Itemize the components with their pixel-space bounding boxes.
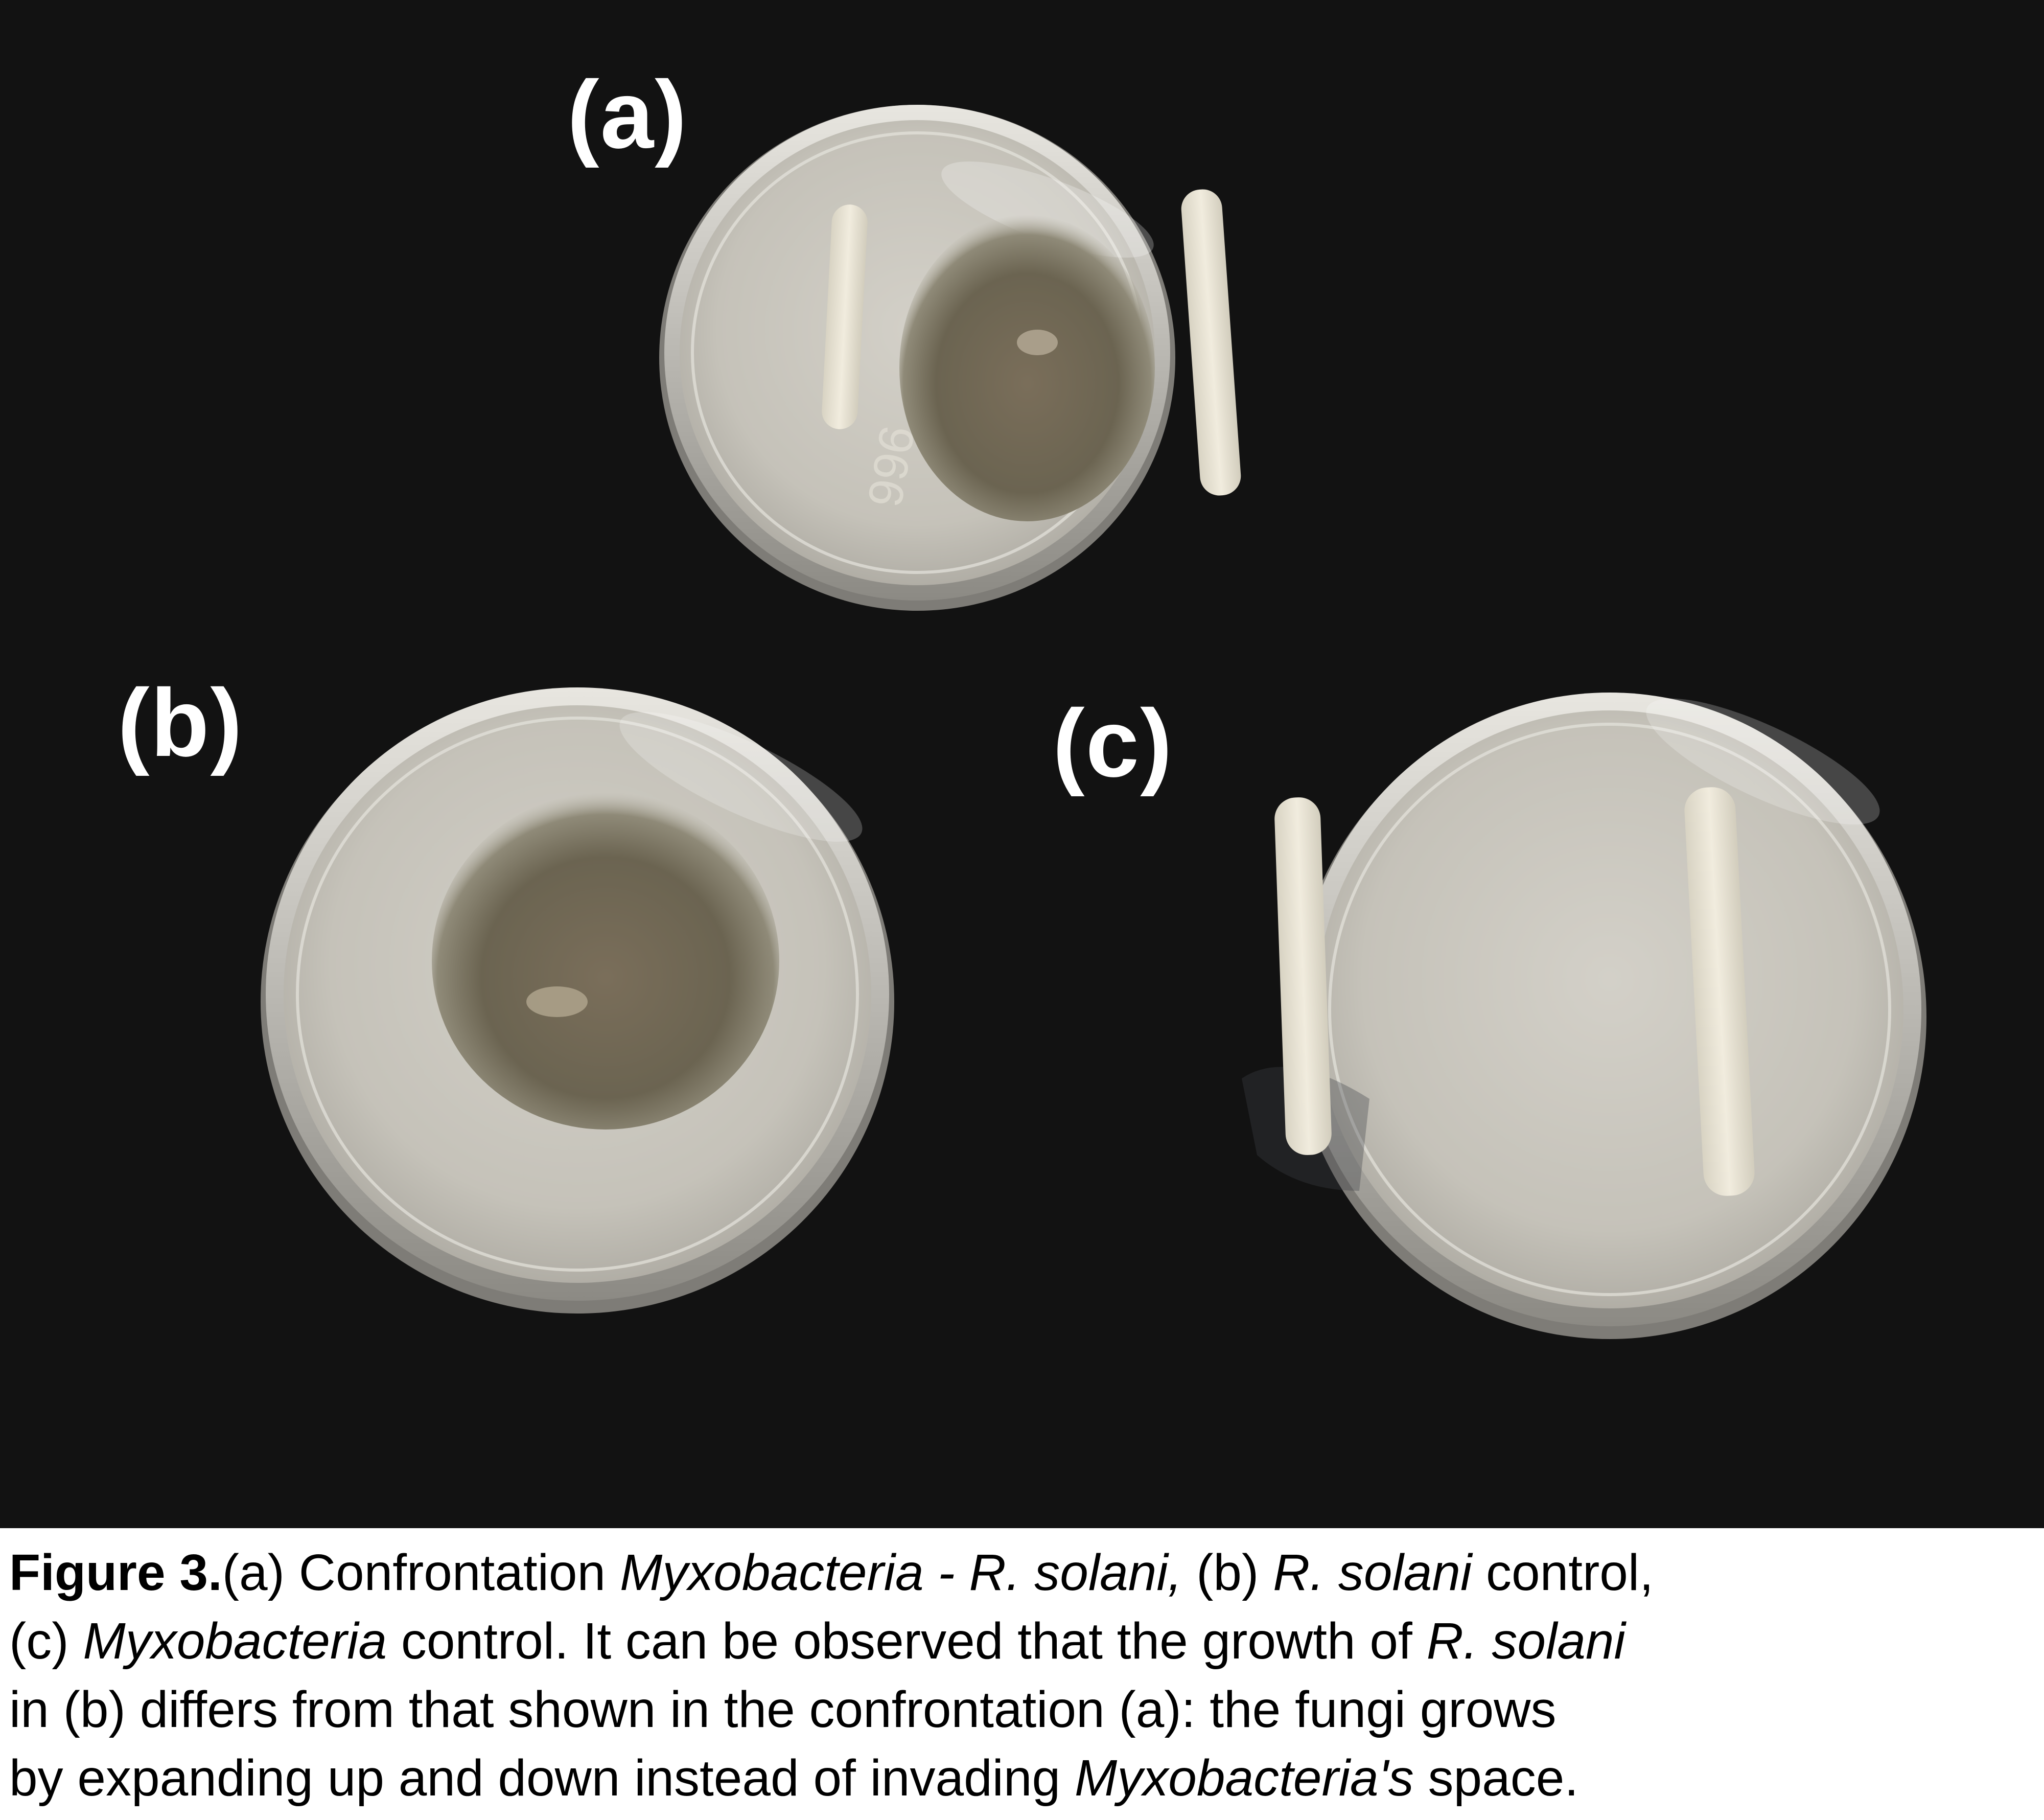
bacteria-streak-c-left bbox=[1274, 797, 1332, 1155]
caption-line-2: (c) Myxobacteria control. It can be obse… bbox=[9, 1607, 2038, 1675]
fungus-colony-a bbox=[899, 215, 1155, 521]
petri-dish-c bbox=[1242, 693, 1926, 1339]
caption-italic: Myxobacteria - R. solani, bbox=[619, 1544, 1182, 1601]
bacteria-streak-c-right bbox=[1684, 787, 1755, 1196]
bacteria-streak-a-right bbox=[1181, 189, 1241, 496]
fungus-colony-b bbox=[432, 792, 779, 1130]
caption-text: by expanding up and down instead of inva… bbox=[9, 1749, 1075, 1807]
petri-dishes-illustration: 966 bbox=[261, 105, 1926, 1339]
caption-text: (c) bbox=[9, 1612, 83, 1670]
caption-text: control, bbox=[1472, 1544, 1654, 1601]
petri-dish-b bbox=[261, 687, 894, 1314]
panel-label-b: (b) bbox=[118, 669, 244, 776]
caption-text: control. It can be observed that the gro… bbox=[387, 1612, 1427, 1670]
petri-dish-a: 966 bbox=[659, 105, 1241, 611]
caption-text: (a) Confrontation bbox=[222, 1544, 620, 1601]
petri-dish-photo: 966 (a) (b) (c) bbox=[0, 0, 2044, 1528]
caption-italic: R. solani bbox=[1426, 1612, 1625, 1670]
caption-line-1: Figure 3.(a) Confrontation Myxobacteria … bbox=[9, 1538, 2038, 1607]
caption-line-3: in (b) differs from that shown in the co… bbox=[9, 1681, 1557, 1738]
caption-italic: Myxobacteria bbox=[83, 1612, 387, 1670]
figure-caption: Figure 3.(a) Confrontation Myxobacteria … bbox=[9, 1538, 2038, 1814]
panel-label-c: (c) bbox=[1053, 689, 1173, 797]
caption-line-4: by expanding up and down instead of inva… bbox=[9, 1744, 2038, 1812]
caption-text: (b) bbox=[1182, 1544, 1273, 1601]
caption-text: space. bbox=[1413, 1749, 1579, 1807]
panel-label-a: (a) bbox=[567, 61, 688, 168]
bacteria-streak-a-left bbox=[822, 204, 868, 429]
caption-italic: R. solani bbox=[1273, 1544, 1472, 1601]
figure-label: Figure 3. bbox=[9, 1544, 222, 1601]
caption-italic: Myxobacteria's bbox=[1074, 1749, 1414, 1807]
